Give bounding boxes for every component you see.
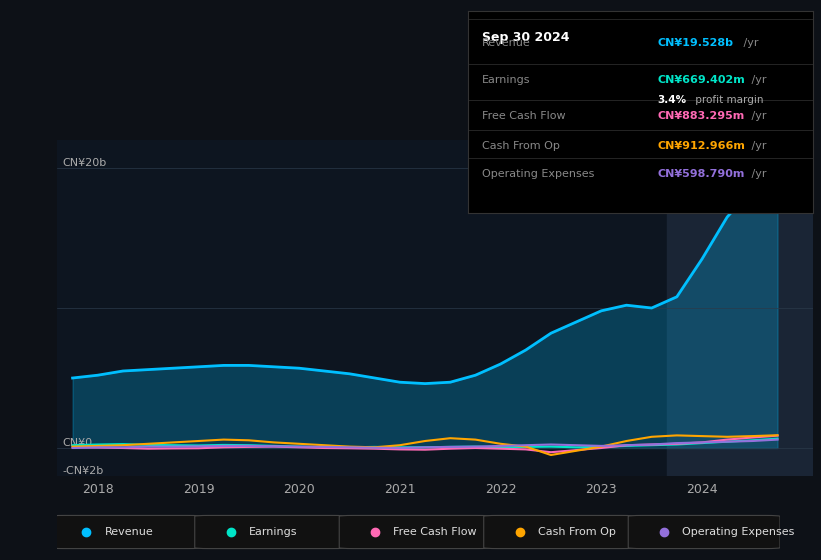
FancyBboxPatch shape bbox=[50, 515, 202, 549]
Text: CN¥19.528b: CN¥19.528b bbox=[658, 39, 734, 49]
Text: Free Cash Flow: Free Cash Flow bbox=[393, 527, 477, 537]
FancyBboxPatch shape bbox=[195, 515, 346, 549]
Text: /yr: /yr bbox=[741, 39, 759, 49]
Text: /yr: /yr bbox=[748, 141, 767, 151]
Text: Revenue: Revenue bbox=[482, 39, 530, 49]
FancyBboxPatch shape bbox=[484, 515, 635, 549]
Text: Sep 30 2024: Sep 30 2024 bbox=[482, 31, 569, 44]
Text: /yr: /yr bbox=[748, 170, 767, 180]
Text: Revenue: Revenue bbox=[104, 527, 154, 537]
Text: Cash From Op: Cash From Op bbox=[482, 141, 560, 151]
Text: Cash From Op: Cash From Op bbox=[538, 527, 616, 537]
Text: profit margin: profit margin bbox=[692, 95, 764, 105]
Text: CN¥912.966m: CN¥912.966m bbox=[658, 141, 745, 151]
FancyBboxPatch shape bbox=[339, 515, 491, 549]
Text: /yr: /yr bbox=[748, 74, 767, 85]
Text: Free Cash Flow: Free Cash Flow bbox=[482, 111, 566, 121]
Text: Operating Expenses: Operating Expenses bbox=[682, 527, 795, 537]
Bar bbox=[667, 140, 813, 476]
FancyBboxPatch shape bbox=[628, 515, 780, 549]
Text: CN¥598.790m: CN¥598.790m bbox=[658, 170, 745, 180]
Text: Earnings: Earnings bbox=[482, 74, 530, 85]
Text: Earnings: Earnings bbox=[249, 527, 297, 537]
Text: CN¥883.295m: CN¥883.295m bbox=[658, 111, 745, 121]
Text: CN¥20b: CN¥20b bbox=[62, 158, 107, 168]
Text: -CN¥2b: -CN¥2b bbox=[62, 466, 103, 476]
Text: Operating Expenses: Operating Expenses bbox=[482, 170, 594, 180]
Text: CN¥669.402m: CN¥669.402m bbox=[658, 74, 745, 85]
Text: CN¥0: CN¥0 bbox=[62, 438, 93, 448]
Text: 3.4%: 3.4% bbox=[658, 95, 686, 105]
Text: /yr: /yr bbox=[748, 111, 767, 121]
